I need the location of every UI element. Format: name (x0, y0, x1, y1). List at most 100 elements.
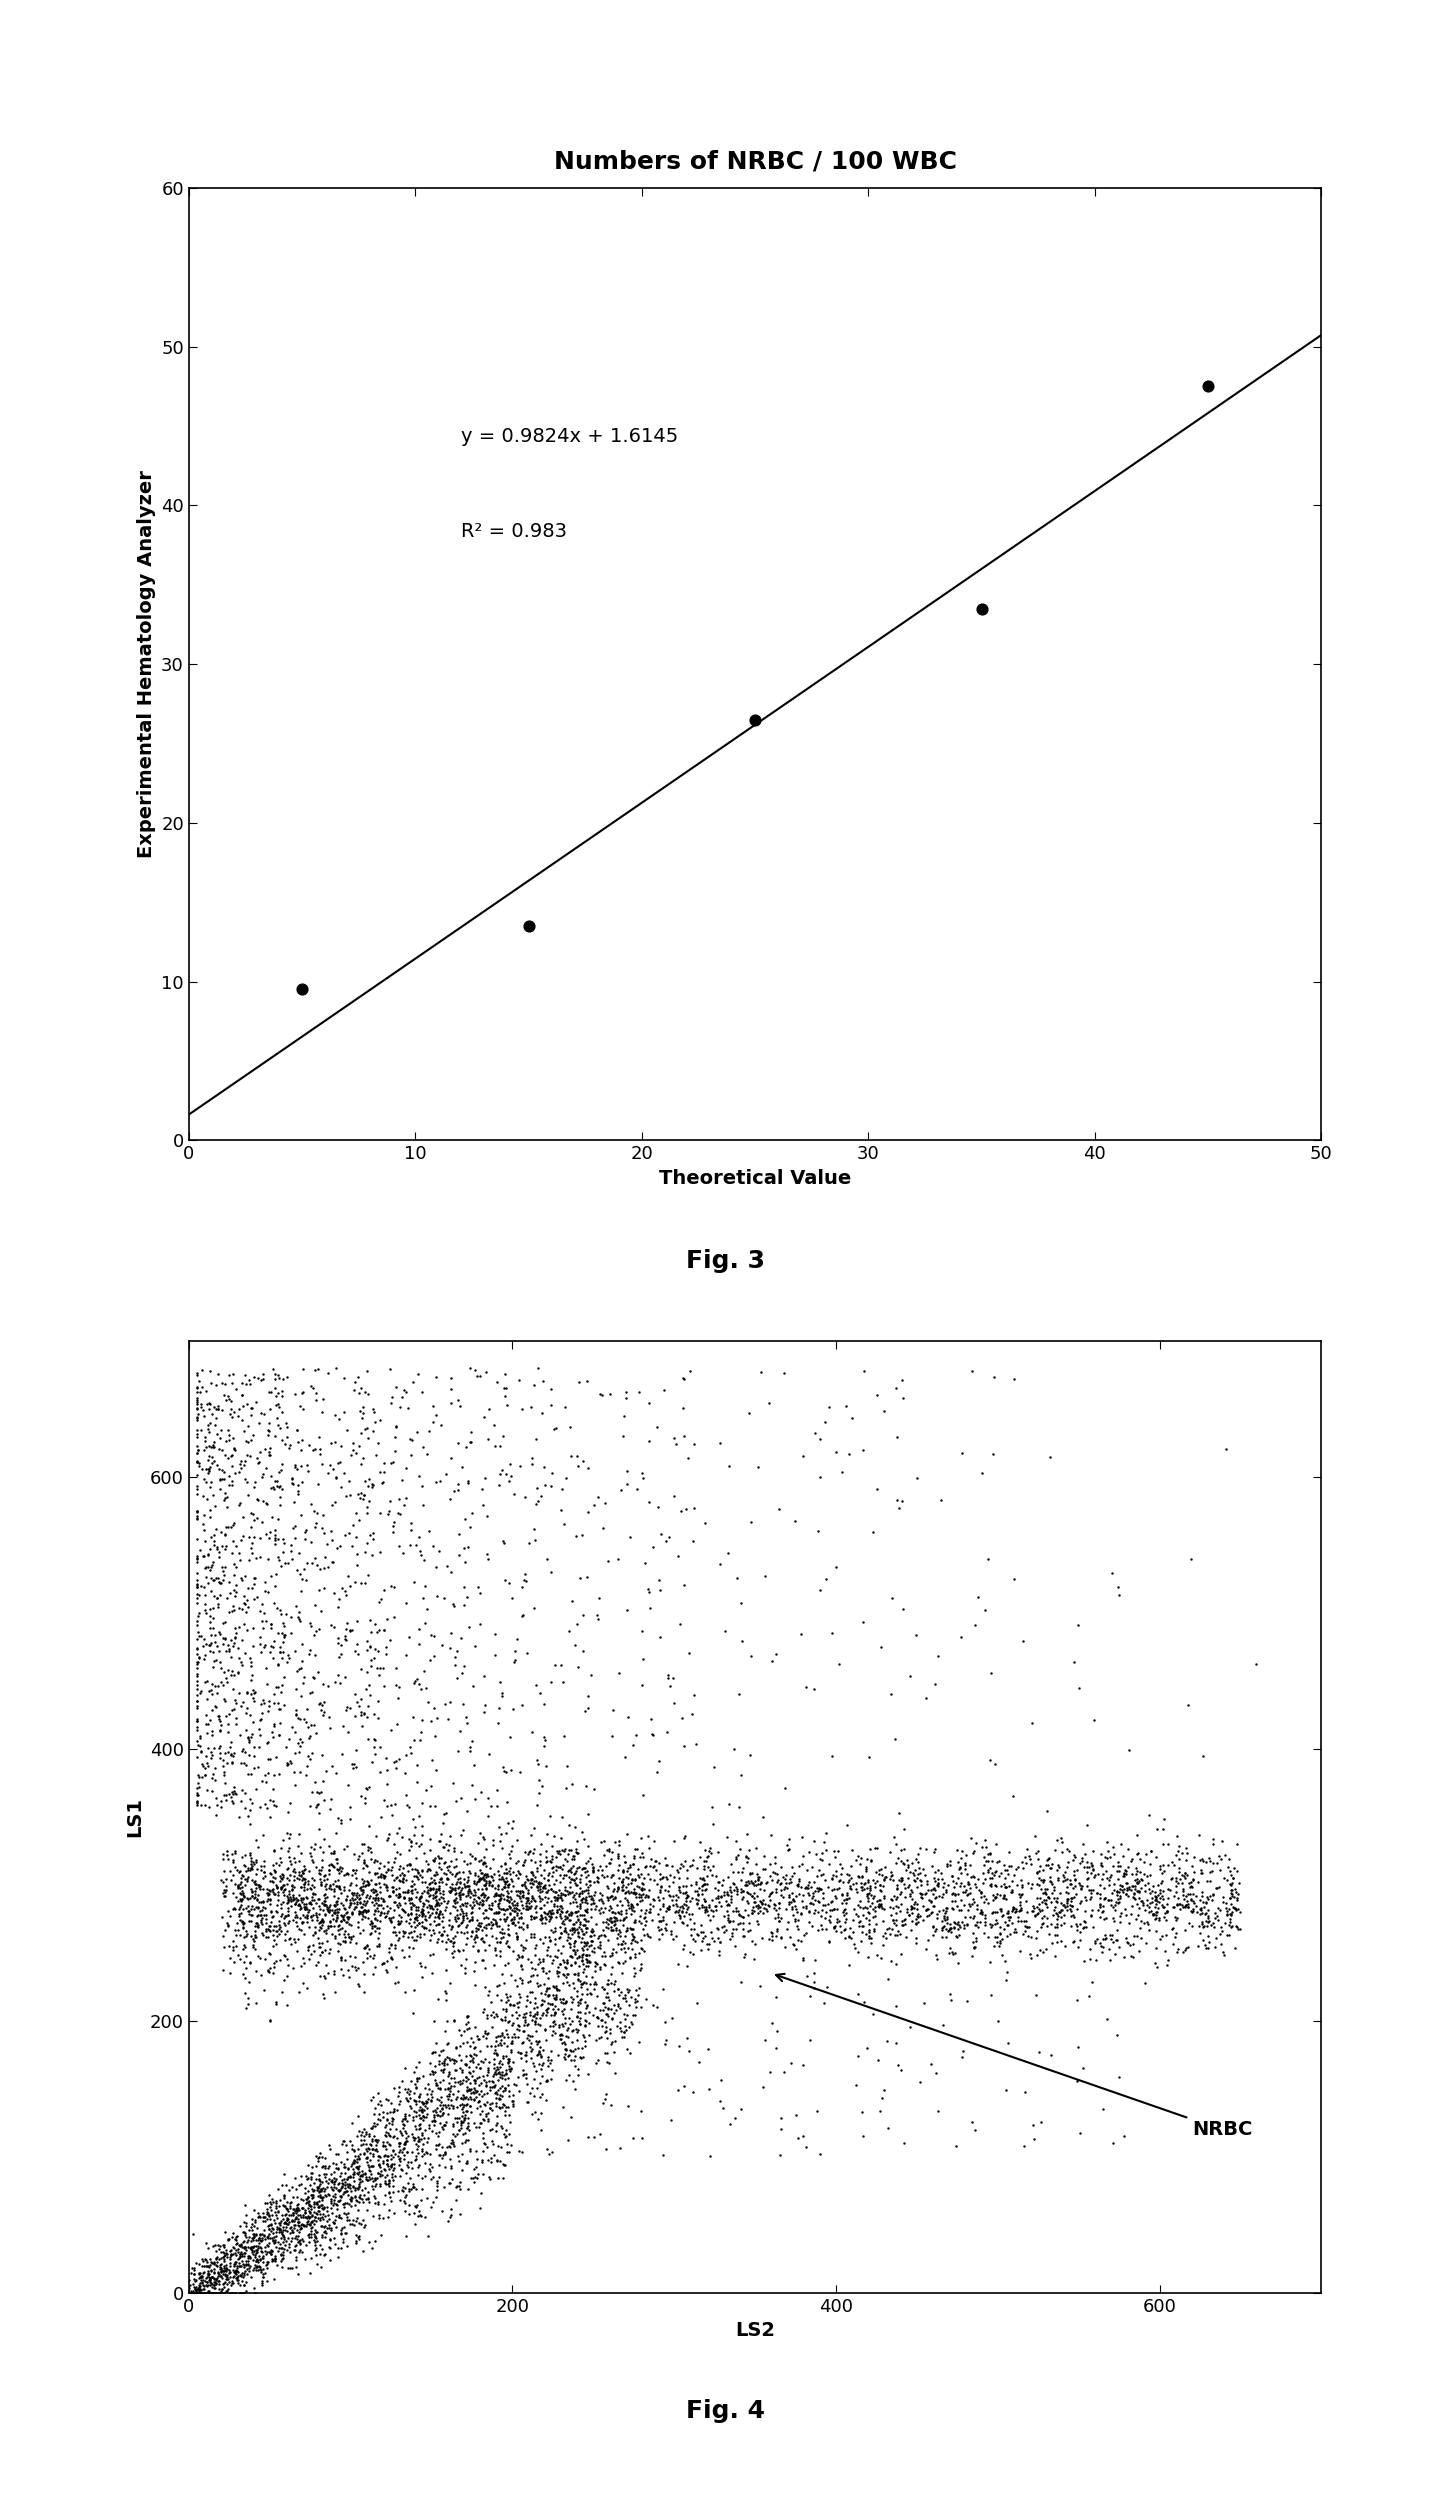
Point (421, 1892, 444, 1932)
Point (276, 1880, 299, 1920)
Point (327, 2198, 350, 2238)
Point (1162, 1874, 1185, 1915)
Point (241, 1872, 264, 1912)
Point (632, 1864, 655, 1905)
Point (350, 2170, 373, 2210)
Point (318, 1864, 341, 1905)
Point (423, 1636, 446, 1677)
Point (511, 1997, 534, 2037)
Point (524, 1484, 547, 1524)
Point (578, 1942, 601, 1982)
Point (485, 2103, 508, 2143)
Point (248, 2220, 272, 2260)
Point (473, 1907, 497, 1947)
Point (992, 1864, 1015, 1905)
Point (806, 1892, 829, 1932)
Point (287, 1852, 311, 1892)
Point (900, 1910, 923, 1950)
Point (276, 1812, 299, 1852)
Point (324, 2175, 347, 2215)
Point (517, 1869, 540, 1910)
Point (1220, 1877, 1243, 1917)
Point (417, 1872, 440, 1912)
Point (527, 2022, 550, 2062)
Point (449, 1862, 472, 1902)
Point (849, 1867, 873, 1907)
Point (803, 1892, 826, 1932)
Point (367, 1401, 391, 1441)
Point (348, 2158, 372, 2198)
Point (542, 1869, 565, 1910)
Point (1060, 1897, 1083, 1937)
Point (540, 1985, 563, 2025)
Point (378, 2135, 401, 2175)
Point (845, 1872, 868, 1912)
Point (714, 1880, 738, 1920)
Point (364, 1433, 388, 1474)
Point (1111, 1857, 1134, 1897)
Point (407, 1797, 430, 1837)
Point (273, 1960, 296, 2000)
Point (353, 1694, 376, 1734)
Point (241, 1842, 264, 1882)
Point (373, 1857, 396, 1897)
Point (399, 1859, 423, 1900)
Point (187, 1636, 211, 1677)
Point (780, 2042, 803, 2082)
Point (996, 1917, 1019, 1957)
Point (312, 1694, 335, 1734)
Point (1225, 1890, 1249, 1930)
Point (1029, 1859, 1053, 1900)
Point (555, 2015, 578, 2055)
Point (605, 1915, 629, 1955)
Point (608, 1972, 632, 2012)
Point (241, 1714, 264, 1754)
Point (459, 2070, 482, 2110)
Point (293, 2238, 317, 2278)
Point (415, 2098, 439, 2138)
Point (454, 1887, 478, 1927)
Point (530, 1854, 553, 1895)
Point (857, 1862, 880, 1902)
Point (921, 1915, 944, 1955)
Point (398, 1727, 421, 1767)
Point (309, 2170, 333, 2210)
Point (499, 1832, 523, 1872)
Point (454, 1895, 478, 1935)
Point (380, 2153, 404, 2193)
Point (238, 1636, 261, 1677)
Point (264, 1514, 287, 1554)
Point (479, 1787, 502, 1827)
Point (423, 1787, 446, 1827)
Point (494, 1864, 517, 1905)
Point (449, 1872, 472, 1912)
Point (682, 1674, 706, 1714)
Point (1018, 1907, 1041, 1947)
Point (597, 2042, 620, 2082)
Point (372, 1942, 395, 1982)
Point (256, 1882, 279, 1922)
Point (428, 2045, 452, 2085)
Point (369, 2138, 392, 2178)
Point (274, 1912, 298, 1952)
Point (319, 1869, 343, 1910)
Point (713, 1611, 736, 1651)
Point (186, 1784, 209, 1824)
Point (251, 2258, 274, 2298)
Point (642, 1985, 665, 2025)
Point (1056, 1867, 1079, 1907)
Point (584, 1962, 607, 2002)
Point (199, 1596, 222, 1636)
Point (196, 1536, 219, 1576)
Point (794, 1912, 817, 1952)
Point (623, 1937, 646, 1977)
Point (192, 2268, 215, 2308)
Point (454, 1925, 478, 1965)
Point (402, 1561, 425, 1601)
Point (241, 1534, 264, 1574)
Point (412, 1872, 436, 1912)
Point (376, 1892, 399, 1932)
Point (478, 2067, 501, 2108)
Point (581, 1922, 604, 1962)
Point (388, 1912, 411, 1952)
